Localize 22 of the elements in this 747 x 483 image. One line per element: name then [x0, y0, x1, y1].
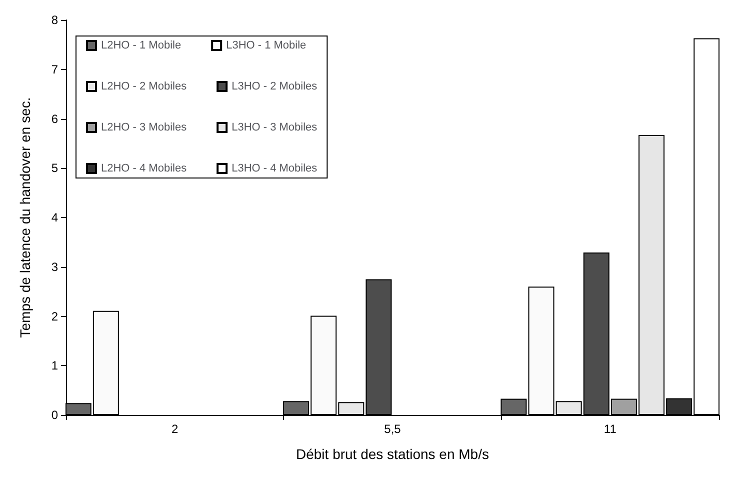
y-tick-label: 3 [51, 260, 58, 274]
legend-label: L3HO - 2 Mobiles [232, 80, 318, 92]
legend-label: L2HO - 3 Mobiles [101, 122, 188, 134]
y-tick-label: 6 [51, 112, 58, 126]
y-tick-label: 5 [51, 161, 58, 176]
x-axis-title: Débit brut des stations en Mb/s [296, 446, 489, 462]
y-tick-label: 4 [51, 210, 58, 224]
y-tick-label: 8 [51, 13, 58, 27]
y-tick-label: 2 [51, 309, 58, 324]
legend-label: L2HO - 4 Mobiles [101, 162, 188, 174]
x-tick-label: 11 [604, 422, 617, 436]
y-tick-label: 0 [51, 408, 58, 422]
legend-label: L2HO - 1 Mobile [101, 40, 182, 52]
legend-label: L2HO - 2 Mobiles [101, 80, 188, 92]
y-tick-label: 1 [51, 358, 58, 373]
legend-label: L3HO - 1 Mobile [226, 40, 306, 52]
x-tick-label: 5,5 [384, 422, 402, 436]
legend-label: L3HO - 4 Mobiles [232, 162, 318, 174]
legend-label: L3HO - 3 Mobiles [232, 122, 318, 134]
y-axis-title: Temps de latence du handover en sec. [17, 97, 33, 338]
y-tick-label: 7 [51, 62, 58, 76]
x-tick-label: 2 [171, 422, 178, 436]
